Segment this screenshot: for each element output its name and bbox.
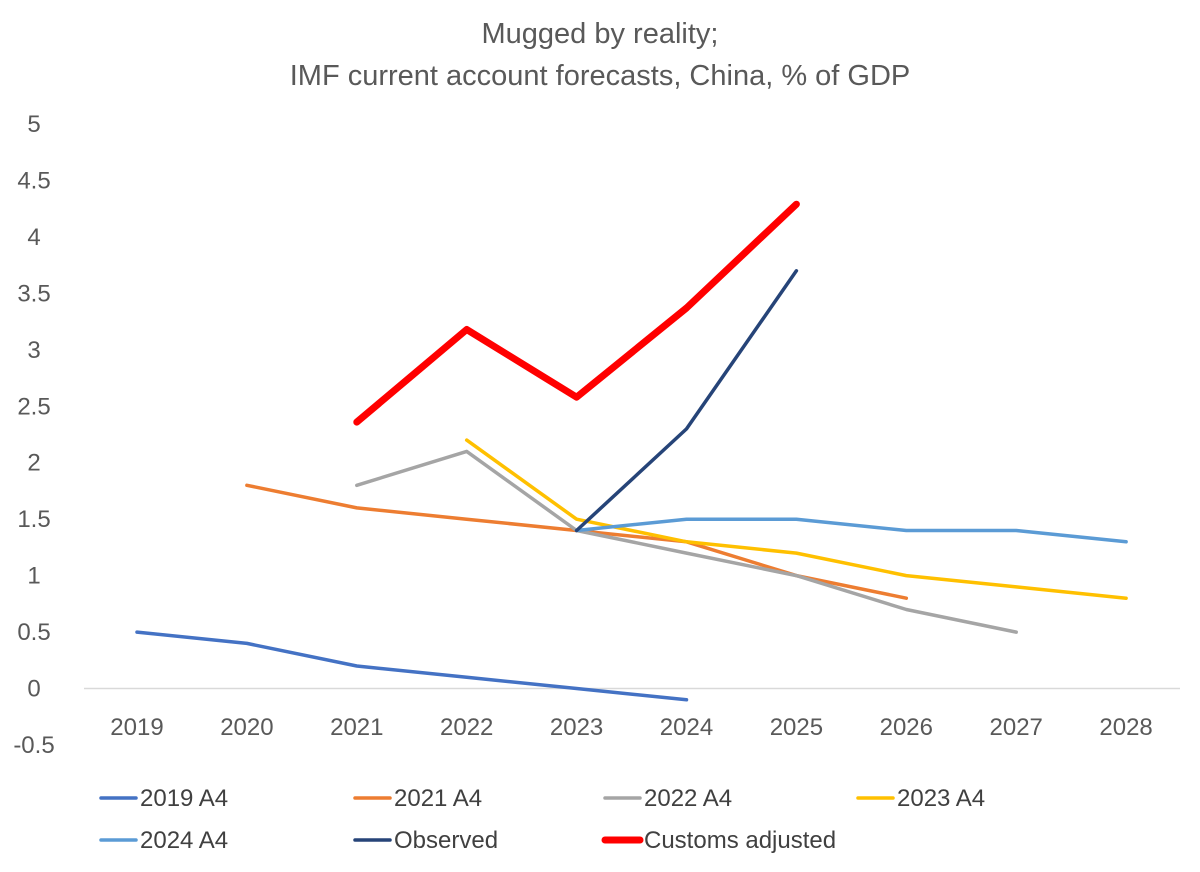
series-lines bbox=[135, 200, 1128, 702]
series-line-2021-a4 bbox=[245, 483, 909, 600]
x-tick-label: 2028 bbox=[1099, 714, 1152, 741]
x-tick-label: 2023 bbox=[550, 714, 603, 741]
legend-item-2023-a4: 2023 A4 bbox=[856, 785, 985, 812]
legend: 2019 A4 2021 A4 2022 A4 2023 A4 2024 A4 Obser… bbox=[99, 785, 985, 854]
chart-title-line-2: IMF current account forecasts, China, % … bbox=[289, 60, 911, 92]
series-line-2022-a4 bbox=[355, 449, 1018, 634]
x-tick-label: 2025 bbox=[770, 714, 823, 741]
x-tick-label: 2021 bbox=[330, 714, 383, 741]
y-tick-label: 3 bbox=[27, 337, 40, 364]
x-tick-label: 2022 bbox=[440, 714, 493, 741]
x-tick-label: 2019 bbox=[110, 714, 163, 741]
y-axis: -0.5 0 0.5 1 1.5 2 2.5 3 3.5 4 4.5 5 bbox=[13, 111, 54, 759]
x-tick-label: 2027 bbox=[990, 714, 1043, 741]
x-tick-label: 2020 bbox=[220, 714, 273, 741]
legend-label: 2019 A4 bbox=[140, 785, 228, 812]
y-tick-label: -0.5 bbox=[13, 732, 54, 759]
y-tick-label: 2.5 bbox=[17, 393, 50, 420]
y-tick-label: 0.5 bbox=[17, 619, 50, 646]
y-tick-label: 4 bbox=[27, 224, 40, 251]
legend-item-2019-a4: 2019 A4 bbox=[99, 785, 228, 812]
series-line-2019-a4 bbox=[135, 630, 689, 702]
y-tick-label: 0 bbox=[27, 676, 40, 703]
x-axis: 2019 2020 2021 2022 2023 2024 2025 2026 2027 2028 bbox=[84, 687, 1180, 741]
legend-item-2021-a4: 2021 A4 bbox=[353, 785, 482, 812]
y-tick-label: 2 bbox=[27, 450, 40, 477]
y-tick-label: 3.5 bbox=[17, 280, 50, 307]
chart-title-line-1: Mugged by reality; bbox=[481, 18, 719, 50]
legend-label: Customs adjusted bbox=[644, 827, 836, 854]
legend-label: 2021 A4 bbox=[394, 785, 482, 812]
series-line-observed bbox=[574, 269, 799, 533]
y-tick-label: 5 bbox=[27, 111, 40, 138]
series-line-2023-a4 bbox=[464, 438, 1128, 600]
y-tick-label: 1 bbox=[27, 563, 40, 590]
series-line-2024-a4 bbox=[574, 517, 1128, 544]
y-tick-label: 1.5 bbox=[17, 506, 50, 533]
x-tick-label: 2026 bbox=[880, 714, 933, 741]
legend-label: 2024 A4 bbox=[140, 827, 228, 854]
legend-label: 2023 A4 bbox=[897, 785, 985, 812]
series-line-customs-adjusted bbox=[353, 200, 800, 426]
legend-item-2024-a4: 2024 A4 bbox=[99, 827, 228, 854]
x-tick-label: 2024 bbox=[660, 714, 713, 741]
legend-item-customs-adjusted: Customs adjusted bbox=[601, 827, 836, 854]
legend-label: Observed bbox=[394, 827, 498, 854]
legend-item-2022-a4: 2022 A4 bbox=[603, 785, 732, 812]
legend-item-observed: Observed bbox=[353, 827, 498, 854]
y-tick-label: 4.5 bbox=[17, 167, 50, 194]
legend-label: 2022 A4 bbox=[644, 785, 732, 812]
